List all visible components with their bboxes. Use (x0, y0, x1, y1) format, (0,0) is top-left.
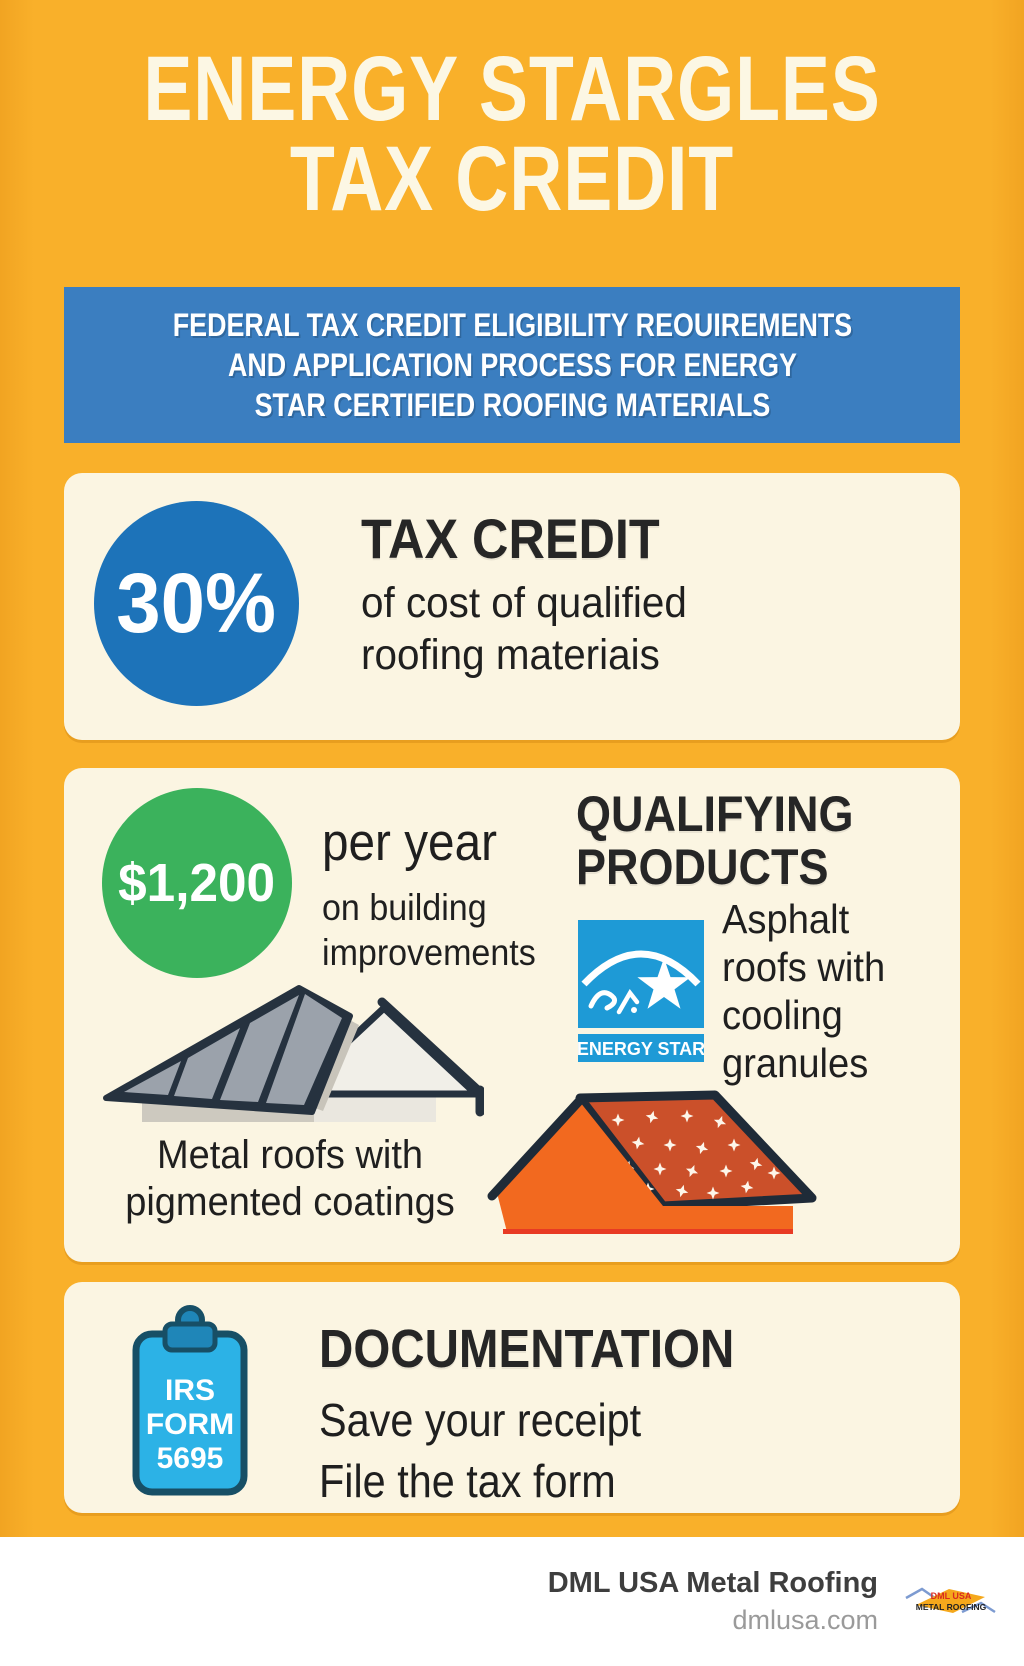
company-logo-icon: DML USA METAL ROOFING (905, 1587, 996, 1613)
documentation-text: DOCUMENTATION Save your receipt File the… (319, 1300, 791, 1511)
documentation-step-2: File the tax form (319, 1454, 616, 1507)
asphalt-line-2: roofs with (722, 943, 886, 990)
metal-roofs-caption: Metal roofs with pigmented coatings (91, 1132, 490, 1226)
poster-title: ENERGY STARGLES TAX CREDIT (0, 38, 1024, 231)
metal-caption-line-1: Metal roofs with (156, 1133, 424, 1177)
per-year-subtext: on building improvements (322, 885, 536, 975)
per-year-sub-line-2: improvements (322, 932, 536, 974)
footer-website: dmlusa.com (732, 1605, 878, 1635)
asphalt-roof-illustration-icon (487, 1090, 817, 1234)
per-year-sub-line-1: on building (322, 887, 487, 928)
tax-credit-description: of cost of qualified roofing materiais (361, 577, 687, 682)
qualifying-heading-line-1: QUALIFYING (576, 786, 854, 842)
qualifying-products-card: $1,200 per year on building improvements… (64, 768, 960, 1262)
amount-value: $1,200 (118, 853, 276, 913)
documentation-steps: Save your receipt File the tax form (319, 1390, 744, 1511)
logo-text-line-1: DML USA (931, 1591, 972, 1601)
logo-text-line-2: METAL ROOFING (916, 1602, 987, 1612)
asphalt-line-4: granules (722, 1039, 869, 1086)
documentation-heading: DOCUMENTATION (319, 1319, 735, 1379)
title-line-1: ENERGY STARGLES (143, 38, 881, 140)
subtitle-banner: FEDERAL TAX CREDIT ELIGIBILITY REOUIREME… (64, 287, 960, 443)
asphalt-roofs-text: Asphalt roofs with cooling granules (722, 896, 885, 1088)
metal-caption-line-2: pigmented coatings (125, 1179, 455, 1224)
title-line-2: TAX CREDIT (289, 128, 735, 231)
percentage-value: 30% (116, 556, 277, 650)
per-year-text: per year on building improvements (322, 812, 554, 975)
clipboard-line-2: FORM (146, 1408, 234, 1441)
tax-credit-card: 30% TAX CREDIT of cost of qualified roof… (64, 473, 960, 740)
tax-credit-heading: TAX CREDIT (361, 507, 660, 570)
percentage-badge: 30% (94, 501, 299, 706)
footer-company-name: DML USA Metal Roofing (547, 1567, 878, 1599)
asphalt-line-3: cooling (722, 991, 843, 1038)
clipboard-line-1: IRS (165, 1374, 215, 1407)
footer-text: DML USA Metal Roofing dmlusa.com (548, 1567, 878, 1636)
qualifying-products-heading: QUALIFYING PRODUCTS (576, 788, 853, 893)
metal-roof-illustration-icon (103, 985, 484, 1122)
energy-star-label: ENERGY STAR (578, 1039, 704, 1059)
banner-line-1: FEDERAL TAX CREDIT ELIGIBILITY REOUIREME… (172, 307, 852, 343)
amount-badge: $1,200 (102, 788, 292, 978)
irs-form-clipboard-icon: IRS FORM 5695 (132, 1305, 248, 1496)
tax-credit-text: TAX CREDIT of cost of qualified roofing … (361, 501, 708, 682)
banner-line-3: STAR CERTIFIED ROOFING MATERIALS (254, 387, 770, 423)
qualifying-heading-line-2: PRODUCTS (576, 838, 829, 895)
documentation-step-1: Save your receipt (319, 1394, 642, 1446)
footer: DML USA Metal Roofing dmlusa.com DML USA… (0, 1537, 1024, 1666)
clipboard-line-3: 5695 (157, 1442, 224, 1475)
tax-credit-desc-line-2: roofing materiais (361, 631, 660, 680)
asphalt-line-1: Asphalt (722, 896, 850, 942)
per-year-heading: per year (322, 813, 497, 872)
tax-credit-desc-line-1: of cost of qualified (361, 579, 687, 627)
documentation-card: IRS FORM 5695 DOCUMENTATION Save your re… (64, 1282, 960, 1513)
banner-line-2: AND APPLICATION PROCESS FOR ENERGY (227, 347, 797, 383)
energy-star-logo-icon: ENERGY STAR (578, 920, 704, 1062)
